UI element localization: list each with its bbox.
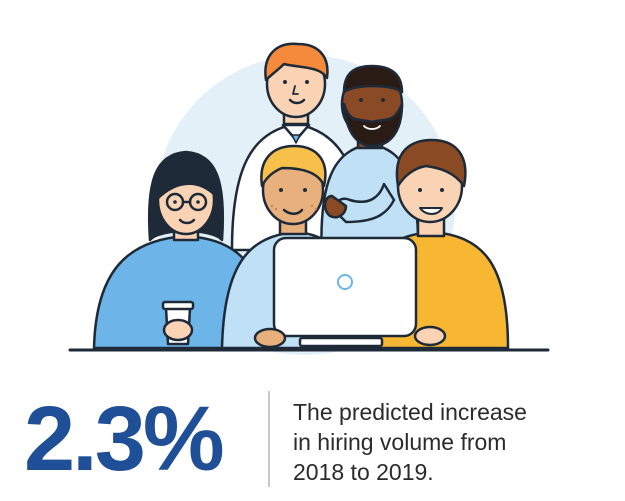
coffee-cup-icon (161, 300, 195, 346)
stat-caption: The predicted increase in hiring volume … (293, 397, 613, 487)
stat-caption-line: The predicted increase (293, 399, 527, 425)
bearded-hand (323, 194, 348, 219)
hand-on-desk-left (253, 327, 287, 349)
people-illustration (68, 42, 550, 355)
computer-monitor-icon (272, 236, 418, 348)
divider (268, 391, 270, 487)
stat-caption-line: 2018 to 2019. (293, 459, 434, 485)
hand-on-desk-right (413, 325, 447, 347)
stat-caption-line: in hiring volume from (293, 429, 507, 455)
stat-value: 2.3% (24, 388, 225, 490)
